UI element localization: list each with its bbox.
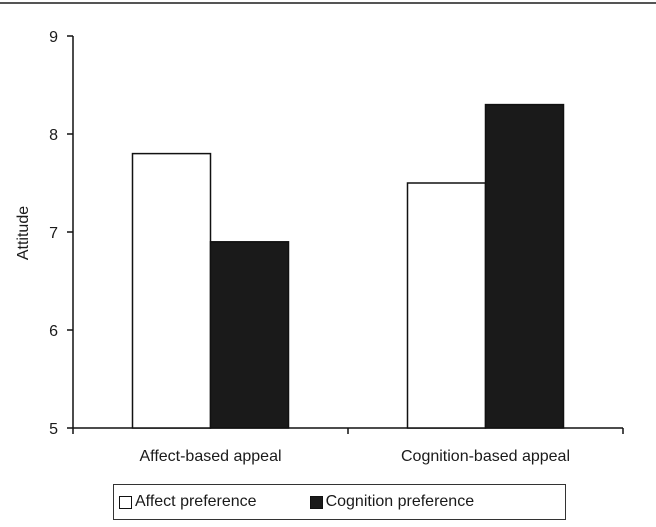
y-tick-label: 5 (49, 421, 58, 438)
bar-affect-preference-1 (131, 152, 212, 429)
bars (131, 103, 565, 429)
top-rule (0, 2, 656, 4)
legend-item-cognition-preference: Cognition preference (309, 493, 475, 511)
y-axis: 5 6 7 8 9 (49, 29, 74, 438)
y-tick-label: 6 (49, 323, 58, 340)
y-tick-label: 9 (49, 29, 58, 46)
legend-swatch-cognition-preference (309, 495, 323, 509)
y-tick-label: 7 (49, 225, 58, 242)
legend-label-affect-preference: Affect preference (135, 493, 257, 510)
legend-label-cognition-preference: Cognition preference (325, 493, 475, 510)
x-category-label: Affect-based appeal (139, 448, 281, 465)
bar-cognition-preference-1 (209, 241, 290, 429)
y-axis-title: Attitude (15, 206, 32, 260)
bar-chart: 5 6 7 8 9 Affect-based appeal Cognition-based… (15, 29, 624, 465)
legend: Affect preference Cognition preference (113, 484, 566, 520)
bar-affect-preference-2 (406, 182, 487, 429)
legend-swatch-affect-preference (119, 495, 132, 509)
bar-cognition-preference-2 (484, 103, 565, 429)
x-axis: Affect-based appeal Cognition-based appea… (72, 427, 624, 465)
legend-item-affect-preference: Affect preference (119, 493, 257, 511)
x-category-label: Cognition-based appeal (401, 448, 570, 465)
y-tick-label: 8 (49, 127, 58, 144)
